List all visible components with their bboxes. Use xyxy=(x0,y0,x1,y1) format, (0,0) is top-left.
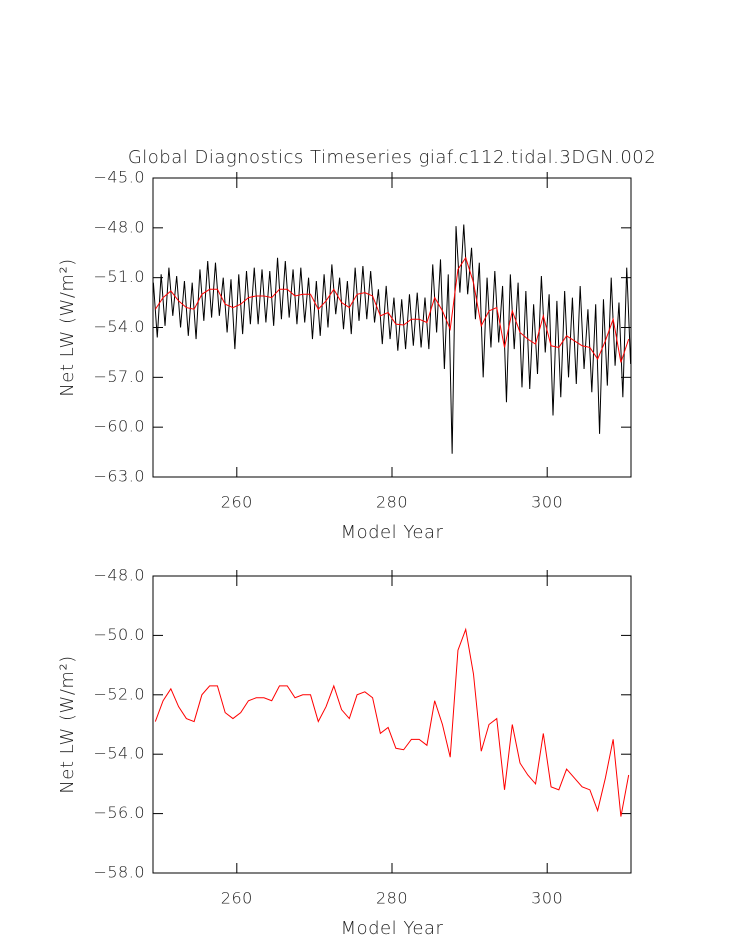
y-tick-label: −52.0 xyxy=(93,684,145,703)
x-tick-label: 280 xyxy=(376,889,408,908)
y-tick-label: −63.0 xyxy=(93,467,145,486)
y-tick-label: −54.0 xyxy=(93,317,145,336)
plot-frame xyxy=(152,575,632,874)
chart-title: Global Diagnostics Timeseries giaf.c112.… xyxy=(128,147,656,168)
x-tick-label: 260 xyxy=(221,889,253,908)
x-tick-label: 300 xyxy=(531,889,563,908)
y-tick-label: −51.0 xyxy=(93,267,145,286)
x-tick-label: 280 xyxy=(376,493,408,512)
y-tick-label: −50.0 xyxy=(93,625,145,644)
y-tick-label: −60.0 xyxy=(93,417,145,436)
data-line xyxy=(154,256,630,363)
x-tick-label: 300 xyxy=(531,493,563,512)
y-tick-label: −57.0 xyxy=(93,367,145,386)
x-axis-label: Model Year xyxy=(341,522,444,543)
x-tick-label: 260 xyxy=(221,493,253,512)
y-axis-label: Net LW (W/m²) xyxy=(57,655,78,793)
y-tick-label: −48.0 xyxy=(93,217,145,236)
y-axis-label: Net LW (W/m²) xyxy=(57,258,78,396)
data-line xyxy=(152,224,632,454)
y-tick-label: −45.0 xyxy=(93,168,145,187)
y-tick-label: −56.0 xyxy=(93,803,145,822)
data-line xyxy=(154,627,630,817)
plot-frame xyxy=(152,177,632,478)
x-axis-label: Model Year xyxy=(341,918,444,939)
y-tick-label: −54.0 xyxy=(93,744,145,763)
y-tick-label: −58.0 xyxy=(93,863,145,882)
y-tick-label: −48.0 xyxy=(93,566,145,585)
